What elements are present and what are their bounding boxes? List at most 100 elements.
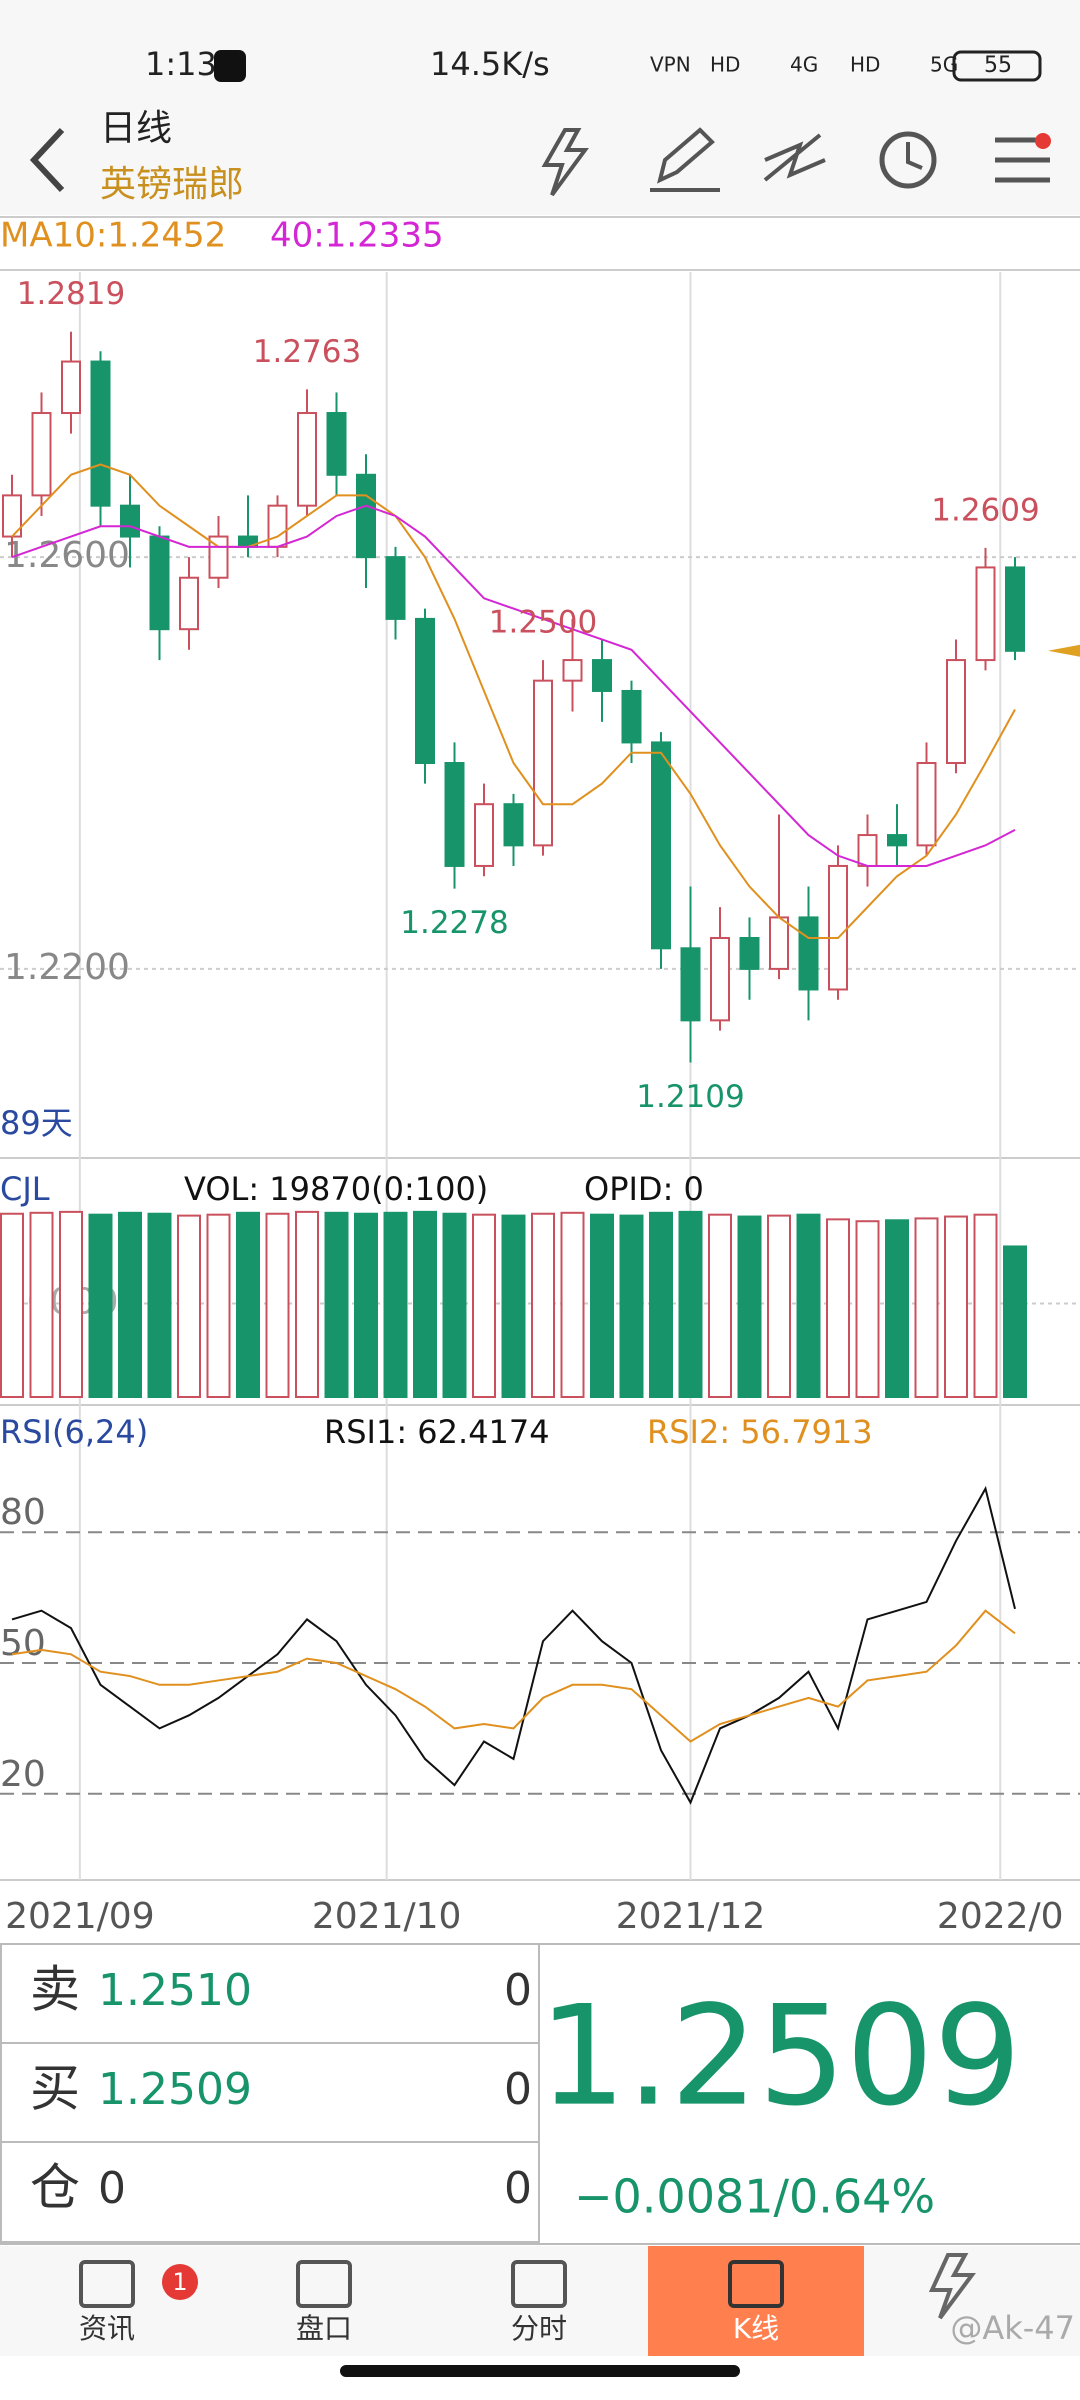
volume-bar (324, 1211, 349, 1399)
volume-bar (826, 1218, 850, 1398)
volume-bar (383, 1211, 408, 1399)
volume-bar (796, 1213, 821, 1399)
history-hand (906, 142, 923, 170)
tab-label[interactable]: K线 (733, 2312, 779, 2345)
price-annotation: 1.2500 (489, 605, 597, 641)
volume-bar (147, 1212, 172, 1398)
order-qty: 0 (504, 1965, 532, 2016)
candle-body (90, 360, 111, 507)
candle-body (975, 566, 996, 662)
order-price: 1.2510 (98, 1965, 252, 2016)
volume-bar (88, 1213, 113, 1399)
candle-body (415, 617, 435, 765)
flash-icon[interactable] (541, 128, 589, 197)
candle-body (474, 803, 494, 867)
status-indicator: VPN (650, 53, 691, 77)
line-tool-icon[interactable] (763, 133, 826, 182)
order-qty: 0 (504, 2163, 532, 2214)
net-speed: 14.5K/s (430, 45, 550, 83)
x-tick-label: 2021/12 (616, 1896, 766, 1937)
order-qty: 0 (504, 2064, 532, 2115)
tab-label[interactable]: 盘口 (296, 2312, 352, 2345)
alert-tab-icon[interactable] (928, 2253, 976, 2320)
ma-line (11, 504, 1016, 867)
price-annotation: 1.2763 (253, 334, 361, 370)
candle-body (385, 556, 406, 620)
candle-body (857, 834, 878, 867)
clock: 1:13 (145, 45, 217, 83)
volume-info: OPID: 0 (584, 1170, 704, 1208)
volume-title: CJL (0, 1170, 50, 1208)
candle-body (828, 864, 848, 991)
y-tick-label: 1.2200 (4, 947, 130, 988)
volume-bar (619, 1214, 644, 1398)
x-tick-label: 2021/09 (5, 1896, 155, 1937)
order-label: 仓 (30, 2159, 80, 2217)
volume-bar (560, 1211, 585, 1399)
volume-bar (206, 1213, 231, 1399)
status-indicator: HD (710, 53, 740, 77)
volume-bar (1003, 1245, 1027, 1398)
candle-body (31, 412, 52, 497)
candle-body (1005, 566, 1025, 652)
history-icon[interactable] (879, 131, 937, 189)
tab-icon[interactable] (296, 2260, 352, 2308)
volume-bar (649, 1211, 673, 1399)
status-indicator: 5G (930, 53, 958, 77)
tab-icon[interactable] (79, 2260, 135, 2308)
tab-label[interactable]: 分时 (511, 2312, 567, 2345)
volume-bar (914, 1217, 939, 1399)
price-change: −0.0081/0.64% (574, 2170, 935, 2224)
volume-bar (29, 1211, 54, 1399)
volume-bar (177, 1214, 201, 1398)
badge: 1 (172, 2268, 187, 2296)
x-tick-label: 2021/10 (312, 1896, 462, 1937)
candle-body (562, 659, 583, 682)
volume-bar (767, 1214, 791, 1398)
candle-body (592, 659, 612, 692)
volume-bar (590, 1213, 614, 1399)
candle-body (444, 762, 465, 867)
battery: 55 (984, 53, 1012, 78)
y-tick-label: 1.2600 (4, 535, 130, 576)
volume-bar (118, 1211, 142, 1399)
legend-entry: 40:1.2335 (270, 216, 444, 256)
volume-bar (0, 1212, 24, 1398)
price-annotation: 1.2819 (17, 276, 125, 312)
order-label: 卖 (30, 1961, 80, 2019)
volume-bar (973, 1213, 998, 1399)
tab-icon[interactable] (511, 2260, 567, 2308)
back-button[interactable] (29, 127, 65, 193)
order-price: 1.2509 (98, 2064, 252, 2115)
menu-dot (1035, 133, 1051, 149)
candle-body (710, 937, 730, 1022)
candle-body (326, 412, 347, 476)
tab-icon[interactable] (728, 2260, 784, 2308)
candle-body (621, 689, 642, 744)
candle-body (651, 741, 671, 950)
volume-bar (413, 1210, 437, 1398)
subtitle: 英镑瑞郎 (100, 164, 244, 205)
volume-bar (442, 1212, 467, 1398)
candle-body (946, 659, 966, 765)
y-tick-label: 50 (0, 1623, 46, 1664)
x-tick-label: 2022/0 (937, 1896, 1064, 1937)
active-tab-bg (648, 2246, 864, 2356)
volume-bar (944, 1215, 968, 1399)
legend-entry: RSI1: 62.4174 (324, 1413, 550, 1451)
order-table (0, 1943, 540, 2243)
draw-icon[interactable] (650, 127, 720, 192)
rsi-line (11, 1485, 1016, 1805)
candle-body (798, 916, 819, 991)
menu-icon[interactable] (995, 137, 1050, 183)
y-tick-label: 20 (0, 1754, 46, 1795)
candle-body (916, 762, 937, 847)
candle-body (297, 412, 317, 507)
tab-label[interactable]: 资讯 (79, 2312, 135, 2345)
volume-bar (885, 1219, 909, 1399)
candle-body (356, 473, 376, 559)
volume-info: VOL: 19870(0:100) (184, 1170, 488, 1208)
volume-bar (265, 1212, 290, 1398)
candle-body (503, 803, 524, 847)
